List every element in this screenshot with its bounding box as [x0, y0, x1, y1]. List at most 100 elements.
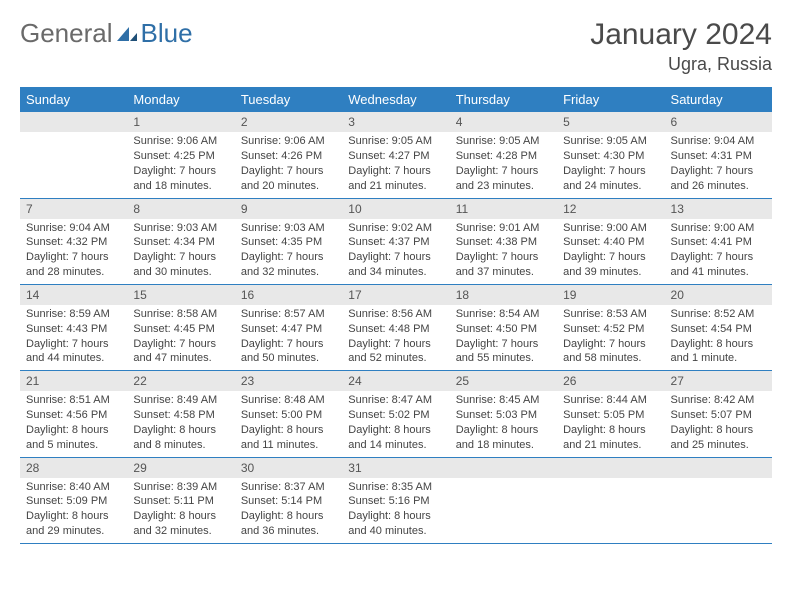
calendar-day-cell: 20Sunrise: 8:52 AMSunset: 4:54 PMDayligh…: [665, 284, 772, 370]
calendar-day-cell: 29Sunrise: 8:39 AMSunset: 5:11 PMDayligh…: [127, 457, 234, 543]
day-detail-line: and 29 minutes.: [26, 524, 121, 539]
day-detail-line: Sunset: 5:07 PM: [671, 408, 766, 423]
title-block: January 2024 Ugra, Russia: [590, 18, 772, 75]
day-detail-line: and 23 minutes.: [456, 179, 551, 194]
calendar-day-cell: 2Sunrise: 9:06 AMSunset: 4:26 PMDaylight…: [235, 112, 342, 198]
calendar-body: 1Sunrise: 9:06 AMSunset: 4:25 PMDaylight…: [20, 112, 772, 544]
day-details: Sunrise: 8:45 AMSunset: 5:03 PMDaylight:…: [450, 391, 557, 456]
day-details: Sunrise: 8:37 AMSunset: 5:14 PMDaylight:…: [235, 478, 342, 543]
day-detail-line: Sunset: 4:37 PM: [348, 235, 443, 250]
day-detail-line: Sunrise: 9:03 AM: [241, 221, 336, 236]
day-detail-line: and 26 minutes.: [671, 179, 766, 194]
day-detail-line: Sunrise: 8:51 AM: [26, 393, 121, 408]
day-detail-line: Sunrise: 8:59 AM: [26, 307, 121, 322]
day-detail-line: Daylight: 8 hours: [348, 509, 443, 524]
day-detail-line: Sunrise: 8:42 AM: [671, 393, 766, 408]
calendar-day-cell: 6Sunrise: 9:04 AMSunset: 4:31 PMDaylight…: [665, 112, 772, 198]
calendar-day-cell: 3Sunrise: 9:05 AMSunset: 4:27 PMDaylight…: [342, 112, 449, 198]
calendar-day-cell: 15Sunrise: 8:58 AMSunset: 4:45 PMDayligh…: [127, 284, 234, 370]
day-detail-line: Daylight: 7 hours: [563, 250, 658, 265]
day-detail-line: Sunset: 4:56 PM: [26, 408, 121, 423]
day-detail-line: Daylight: 8 hours: [26, 509, 121, 524]
day-detail-line: Sunrise: 8:52 AM: [671, 307, 766, 322]
header: General Blue January 2024 Ugra, Russia: [20, 18, 772, 75]
day-detail-line: Sunset: 4:31 PM: [671, 149, 766, 164]
day-details: Sunrise: 9:05 AMSunset: 4:28 PMDaylight:…: [450, 132, 557, 197]
day-details: Sunrise: 9:03 AMSunset: 4:35 PMDaylight:…: [235, 219, 342, 284]
calendar-day-cell: 14Sunrise: 8:59 AMSunset: 4:43 PMDayligh…: [20, 284, 127, 370]
calendar-day-cell: 7Sunrise: 9:04 AMSunset: 4:32 PMDaylight…: [20, 198, 127, 284]
calendar-day-cell: 13Sunrise: 9:00 AMSunset: 4:41 PMDayligh…: [665, 198, 772, 284]
day-details: Sunrise: 8:53 AMSunset: 4:52 PMDaylight:…: [557, 305, 664, 370]
day-details: Sunrise: 9:03 AMSunset: 4:34 PMDaylight:…: [127, 219, 234, 284]
day-detail-line: Sunrise: 9:05 AM: [348, 134, 443, 149]
day-detail-line: Sunset: 5:16 PM: [348, 494, 443, 509]
day-detail-line: Daylight: 7 hours: [456, 164, 551, 179]
calendar-week-row: 1Sunrise: 9:06 AMSunset: 4:25 PMDaylight…: [20, 112, 772, 198]
day-detail-line: Sunset: 4:54 PM: [671, 322, 766, 337]
weekday-header: Thursday: [450, 87, 557, 112]
day-detail-line: Daylight: 8 hours: [456, 423, 551, 438]
day-detail-line: and 14 minutes.: [348, 438, 443, 453]
day-details: Sunrise: 8:59 AMSunset: 4:43 PMDaylight:…: [20, 305, 127, 370]
day-detail-line: Sunset: 4:48 PM: [348, 322, 443, 337]
day-detail-line: Sunset: 4:50 PM: [456, 322, 551, 337]
day-detail-line: Sunset: 4:45 PM: [133, 322, 228, 337]
day-number: 16: [235, 285, 342, 305]
day-detail-line: and 58 minutes.: [563, 351, 658, 366]
day-number: 2: [235, 112, 342, 132]
day-detail-line: Sunrise: 9:04 AM: [671, 134, 766, 149]
day-detail-line: and 18 minutes.: [133, 179, 228, 194]
calendar-day-cell: 21Sunrise: 8:51 AMSunset: 4:56 PMDayligh…: [20, 371, 127, 457]
day-number: 3: [342, 112, 449, 132]
day-number: 25: [450, 371, 557, 391]
day-detail-line: Daylight: 8 hours: [563, 423, 658, 438]
day-number: [665, 458, 772, 478]
day-details: Sunrise: 9:01 AMSunset: 4:38 PMDaylight:…: [450, 219, 557, 284]
day-detail-line: Daylight: 7 hours: [563, 164, 658, 179]
day-number: 22: [127, 371, 234, 391]
calendar-day-cell: [557, 457, 664, 543]
day-detail-line: Sunrise: 8:56 AM: [348, 307, 443, 322]
day-details: Sunrise: 8:47 AMSunset: 5:02 PMDaylight:…: [342, 391, 449, 456]
day-number: 13: [665, 199, 772, 219]
calendar-day-cell: [20, 112, 127, 198]
calendar-day-cell: 1Sunrise: 9:06 AMSunset: 4:25 PMDaylight…: [127, 112, 234, 198]
day-detail-line: Sunset: 4:34 PM: [133, 235, 228, 250]
day-number: 19: [557, 285, 664, 305]
day-detail-line: Sunset: 4:40 PM: [563, 235, 658, 250]
day-details: [665, 478, 772, 484]
day-number: 6: [665, 112, 772, 132]
weekday-header: Wednesday: [342, 87, 449, 112]
day-detail-line: Sunrise: 8:37 AM: [241, 480, 336, 495]
day-details: [450, 478, 557, 484]
logo-text-blue: Blue: [141, 18, 193, 49]
day-number: 21: [20, 371, 127, 391]
calendar-day-cell: 18Sunrise: 8:54 AMSunset: 4:50 PMDayligh…: [450, 284, 557, 370]
day-detail-line: Sunrise: 9:03 AM: [133, 221, 228, 236]
page-title: January 2024: [590, 18, 772, 52]
calendar-day-cell: 19Sunrise: 8:53 AMSunset: 4:52 PMDayligh…: [557, 284, 664, 370]
day-detail-line: Sunset: 4:26 PM: [241, 149, 336, 164]
day-number: 27: [665, 371, 772, 391]
day-detail-line: Sunset: 5:00 PM: [241, 408, 336, 423]
calendar-day-cell: [665, 457, 772, 543]
day-details: Sunrise: 9:06 AMSunset: 4:26 PMDaylight:…: [235, 132, 342, 197]
calendar-day-cell: 10Sunrise: 9:02 AMSunset: 4:37 PMDayligh…: [342, 198, 449, 284]
day-number: [20, 112, 127, 132]
day-detail-line: Daylight: 7 hours: [133, 250, 228, 265]
day-number: 30: [235, 458, 342, 478]
day-number: 11: [450, 199, 557, 219]
day-detail-line: Daylight: 8 hours: [133, 509, 228, 524]
calendar-day-cell: 27Sunrise: 8:42 AMSunset: 5:07 PMDayligh…: [665, 371, 772, 457]
calendar-day-cell: 5Sunrise: 9:05 AMSunset: 4:30 PMDaylight…: [557, 112, 664, 198]
day-detail-line: Sunset: 5:11 PM: [133, 494, 228, 509]
day-detail-line: Sunrise: 8:58 AM: [133, 307, 228, 322]
day-detail-line: Daylight: 8 hours: [348, 423, 443, 438]
day-detail-line: Sunset: 4:41 PM: [671, 235, 766, 250]
day-detail-line: Sunrise: 9:02 AM: [348, 221, 443, 236]
calendar-day-cell: 28Sunrise: 8:40 AMSunset: 5:09 PMDayligh…: [20, 457, 127, 543]
day-detail-line: Daylight: 7 hours: [348, 337, 443, 352]
logo-text-general: General: [20, 18, 113, 49]
day-number: 20: [665, 285, 772, 305]
